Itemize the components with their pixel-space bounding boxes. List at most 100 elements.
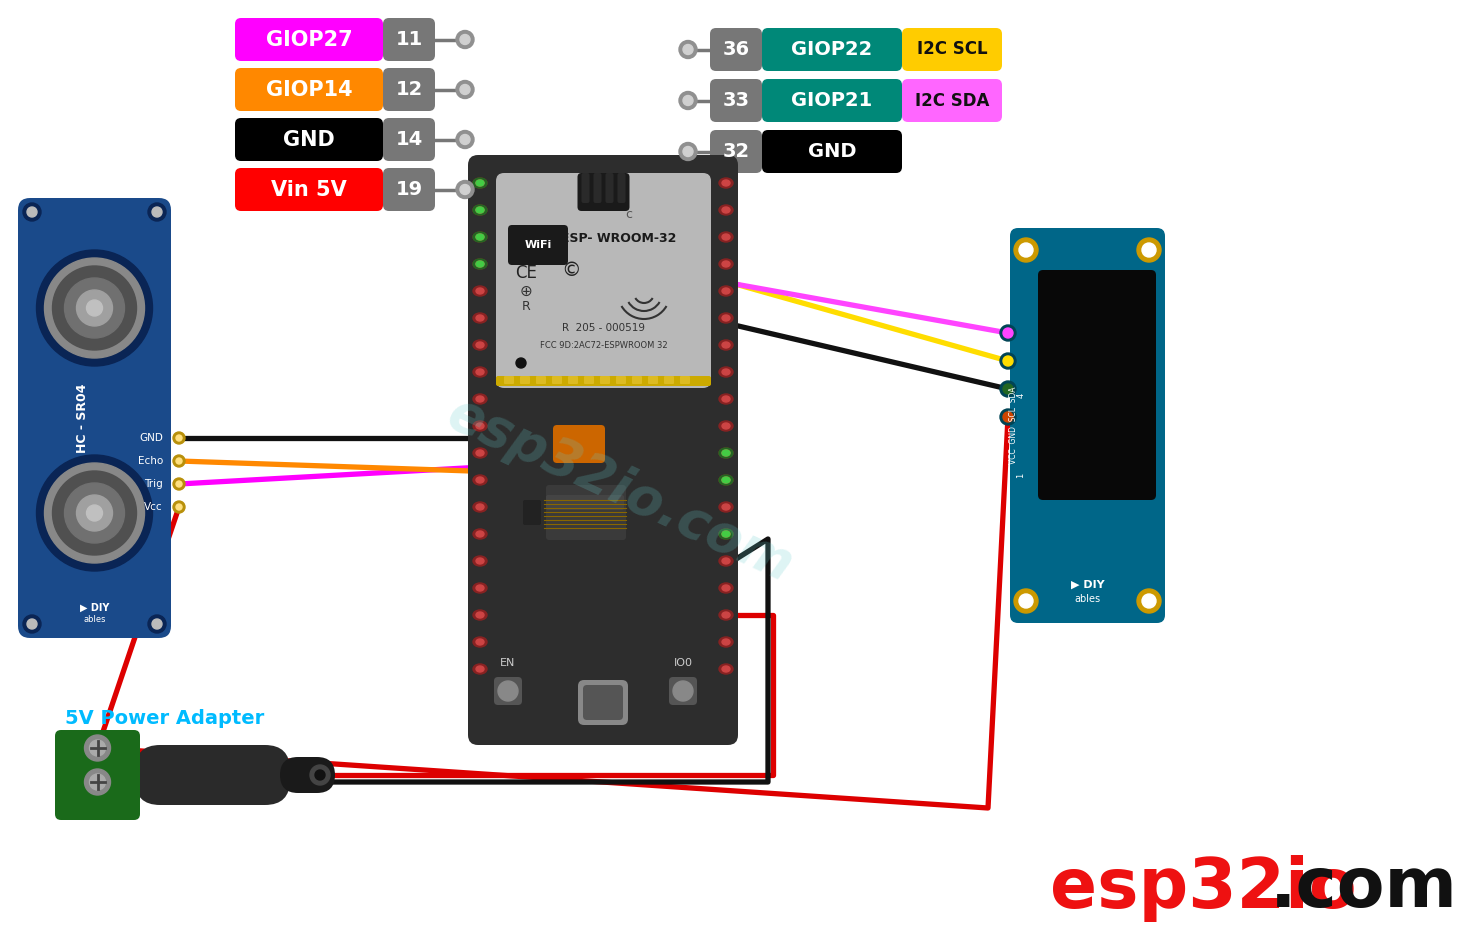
- Ellipse shape: [722, 585, 730, 591]
- FancyBboxPatch shape: [508, 225, 569, 265]
- Ellipse shape: [722, 666, 730, 672]
- Circle shape: [173, 432, 185, 444]
- FancyBboxPatch shape: [583, 376, 594, 384]
- Ellipse shape: [473, 259, 487, 269]
- Circle shape: [176, 435, 182, 441]
- FancyBboxPatch shape: [504, 376, 514, 384]
- Text: ables: ables: [1074, 594, 1100, 604]
- Text: Vin 5V: Vin 5V: [272, 179, 347, 200]
- FancyBboxPatch shape: [578, 173, 629, 211]
- Ellipse shape: [473, 286, 487, 296]
- Circle shape: [27, 207, 37, 217]
- FancyBboxPatch shape: [235, 68, 383, 111]
- FancyBboxPatch shape: [496, 173, 710, 388]
- Circle shape: [87, 300, 102, 316]
- Ellipse shape: [722, 288, 730, 294]
- Ellipse shape: [722, 531, 730, 537]
- Ellipse shape: [476, 396, 484, 402]
- Ellipse shape: [476, 531, 484, 537]
- Ellipse shape: [476, 261, 484, 267]
- Circle shape: [44, 258, 145, 358]
- Ellipse shape: [719, 556, 733, 566]
- Circle shape: [682, 95, 693, 106]
- Ellipse shape: [722, 477, 730, 483]
- FancyBboxPatch shape: [546, 485, 626, 540]
- FancyBboxPatch shape: [383, 18, 436, 61]
- Ellipse shape: [476, 558, 484, 564]
- Ellipse shape: [473, 340, 487, 350]
- Ellipse shape: [476, 369, 484, 375]
- Circle shape: [315, 770, 325, 780]
- Circle shape: [173, 478, 185, 490]
- Circle shape: [84, 769, 111, 795]
- Circle shape: [87, 505, 102, 521]
- FancyBboxPatch shape: [383, 168, 436, 211]
- Ellipse shape: [722, 612, 730, 618]
- Ellipse shape: [719, 259, 733, 269]
- FancyBboxPatch shape: [665, 376, 674, 384]
- Ellipse shape: [722, 234, 730, 240]
- Ellipse shape: [473, 259, 487, 269]
- Ellipse shape: [476, 585, 484, 591]
- Text: 11: 11: [396, 30, 422, 49]
- Ellipse shape: [476, 504, 484, 510]
- FancyBboxPatch shape: [546, 495, 623, 510]
- Text: R: R: [521, 301, 530, 313]
- Text: 5V Power Adapter: 5V Power Adapter: [65, 708, 264, 727]
- Circle shape: [1019, 594, 1032, 608]
- Text: 33: 33: [722, 91, 749, 110]
- Ellipse shape: [476, 315, 484, 321]
- Ellipse shape: [722, 558, 730, 564]
- Ellipse shape: [722, 369, 730, 375]
- Ellipse shape: [476, 180, 484, 186]
- Ellipse shape: [476, 342, 484, 348]
- Ellipse shape: [722, 315, 730, 321]
- Ellipse shape: [719, 529, 733, 539]
- Ellipse shape: [722, 342, 730, 348]
- Ellipse shape: [473, 421, 487, 431]
- Circle shape: [1003, 328, 1013, 338]
- FancyBboxPatch shape: [632, 376, 642, 384]
- Text: 12: 12: [396, 80, 422, 99]
- Ellipse shape: [476, 234, 484, 240]
- Circle shape: [53, 471, 136, 555]
- Ellipse shape: [473, 394, 487, 404]
- Text: WiFi: WiFi: [524, 240, 551, 250]
- FancyBboxPatch shape: [1010, 228, 1165, 623]
- FancyBboxPatch shape: [523, 500, 541, 525]
- Circle shape: [459, 85, 470, 94]
- Text: GND: GND: [139, 433, 162, 443]
- Ellipse shape: [473, 583, 487, 593]
- Circle shape: [1000, 353, 1016, 369]
- Circle shape: [456, 30, 474, 48]
- FancyBboxPatch shape: [710, 79, 762, 122]
- Circle shape: [310, 765, 329, 785]
- Circle shape: [44, 463, 145, 563]
- Ellipse shape: [476, 477, 484, 483]
- Ellipse shape: [722, 396, 730, 402]
- Text: ▶ DIY: ▶ DIY: [80, 603, 109, 613]
- FancyBboxPatch shape: [569, 376, 578, 384]
- Text: esp32io: esp32io: [1050, 854, 1357, 921]
- FancyBboxPatch shape: [18, 198, 171, 638]
- Ellipse shape: [473, 637, 487, 647]
- Circle shape: [1003, 384, 1013, 394]
- Ellipse shape: [476, 450, 484, 456]
- Text: I2C SDA: I2C SDA: [914, 91, 990, 109]
- FancyBboxPatch shape: [578, 680, 628, 725]
- Circle shape: [176, 458, 182, 464]
- Text: Trig: Trig: [145, 479, 162, 489]
- Ellipse shape: [722, 180, 730, 186]
- Circle shape: [37, 455, 152, 571]
- Ellipse shape: [476, 180, 484, 186]
- Ellipse shape: [473, 529, 487, 539]
- FancyBboxPatch shape: [902, 79, 1001, 122]
- Ellipse shape: [473, 205, 487, 215]
- Circle shape: [459, 185, 470, 194]
- Circle shape: [1015, 589, 1038, 613]
- Ellipse shape: [476, 612, 484, 618]
- Ellipse shape: [473, 664, 487, 674]
- Ellipse shape: [473, 232, 487, 242]
- Text: Echo: Echo: [137, 456, 162, 466]
- Text: 1: 1: [1016, 472, 1025, 478]
